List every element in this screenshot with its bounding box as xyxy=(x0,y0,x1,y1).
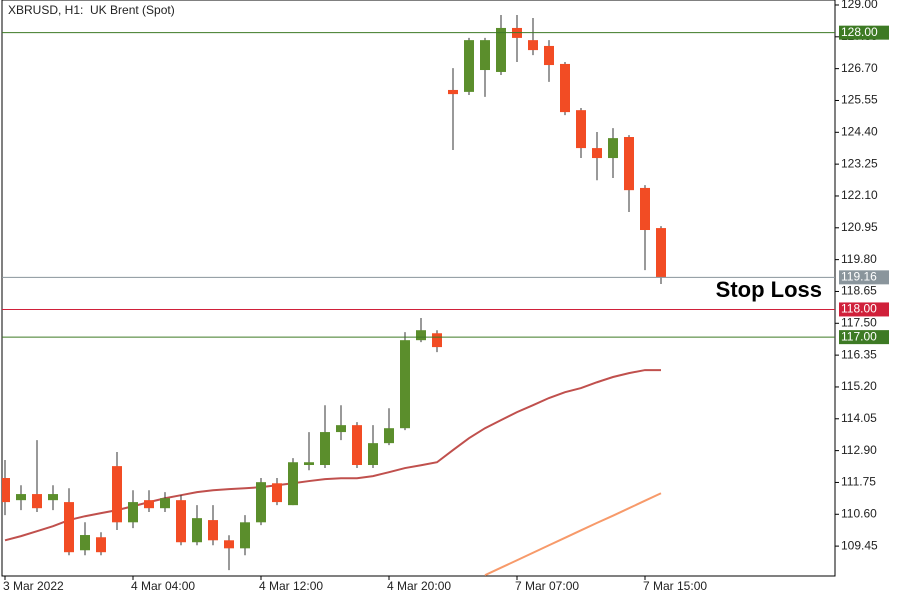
y-tick-label: 112.90 xyxy=(841,443,877,457)
x-tick-label: 3 Mar 2022 xyxy=(3,579,64,593)
x-tick-label: 4 Mar 12:00 xyxy=(259,579,323,593)
candle-body xyxy=(160,498,170,509)
y-tick-label: 129.00 xyxy=(841,0,878,11)
plot-area xyxy=(2,14,666,576)
y-tick-label: 119.80 xyxy=(841,252,877,266)
candle-body xyxy=(304,462,314,466)
candle-body xyxy=(96,537,106,553)
candle-body xyxy=(576,110,586,149)
level-label-box xyxy=(839,25,889,40)
y-tick-label: 125.55 xyxy=(841,93,878,107)
chart-title: XBRUSD, H1: UK Brent (Spot) xyxy=(8,3,175,17)
candle-body xyxy=(256,482,266,523)
candle-body xyxy=(400,340,410,429)
level-label: 117.00 xyxy=(841,329,877,343)
candle-body xyxy=(64,502,74,553)
candle-body xyxy=(608,138,618,159)
candle-body xyxy=(48,494,58,501)
candle-body xyxy=(656,228,666,278)
level-label: 128.00 xyxy=(841,25,878,39)
level-label-box xyxy=(839,330,889,345)
candle-body xyxy=(624,137,634,191)
candle-body xyxy=(560,63,570,113)
candle-body xyxy=(464,40,474,92)
candle-body xyxy=(384,428,394,444)
y-tick-label: 110.60 xyxy=(841,506,877,520)
y-tick-label: 115.20 xyxy=(841,379,877,393)
level-label: 118.00 xyxy=(841,302,877,316)
candle-body xyxy=(32,494,42,509)
moving-average xyxy=(484,492,662,576)
candle-body xyxy=(224,540,234,549)
level-label-box xyxy=(839,302,889,317)
y-tick-label: 126.70 xyxy=(841,61,878,75)
y-tick-label: 120.95 xyxy=(841,220,878,234)
annotation: Stop Loss xyxy=(716,277,822,302)
candle-body xyxy=(208,520,218,541)
y-tick-label: 114.05 xyxy=(841,411,877,425)
candle-body xyxy=(288,462,298,506)
candle-body xyxy=(640,187,650,231)
candle-body xyxy=(272,483,282,503)
candle-body xyxy=(432,333,442,348)
y-tick-label: 116.35 xyxy=(841,347,877,361)
candle-body xyxy=(320,432,330,466)
x-tick-label: 7 Mar 15:00 xyxy=(643,579,707,593)
candle-body xyxy=(336,425,346,433)
y-tick-label: 124.40 xyxy=(841,124,878,138)
candle-body xyxy=(192,518,202,543)
candle-body xyxy=(528,40,538,51)
candle-body xyxy=(592,148,602,159)
candle-body xyxy=(416,330,426,341)
y-tick-label: 122.10 xyxy=(841,188,878,202)
plot-frame xyxy=(1,0,836,577)
candle-body xyxy=(16,494,26,501)
candle-body xyxy=(480,40,490,71)
x-tick-label: 7 Mar 07:00 xyxy=(515,579,579,593)
level-label: 119.16 xyxy=(841,270,877,284)
y-tick-label: 111.75 xyxy=(841,475,876,489)
candle-body xyxy=(80,535,90,551)
candle-body xyxy=(368,443,378,466)
candle-body xyxy=(352,425,362,466)
candle-body xyxy=(496,27,506,72)
candle-body xyxy=(128,502,138,523)
y-tick-label: 109.45 xyxy=(841,538,878,552)
y-tick-label: 123.25 xyxy=(841,156,878,170)
candle-body xyxy=(240,522,250,549)
candle-body xyxy=(176,500,186,543)
y-tick-label: 117.50 xyxy=(841,315,877,329)
x-tick-label: 4 Mar 04:00 xyxy=(131,579,195,593)
candle-body xyxy=(2,478,10,503)
candle-body xyxy=(144,500,154,509)
candle-body xyxy=(448,89,458,95)
candle-body xyxy=(112,466,122,523)
x-tick-label: 4 Mar 20:00 xyxy=(387,579,451,593)
candle-body xyxy=(544,45,554,66)
y-tick-label: 118.65 xyxy=(841,284,877,298)
level-label-box xyxy=(839,270,889,285)
